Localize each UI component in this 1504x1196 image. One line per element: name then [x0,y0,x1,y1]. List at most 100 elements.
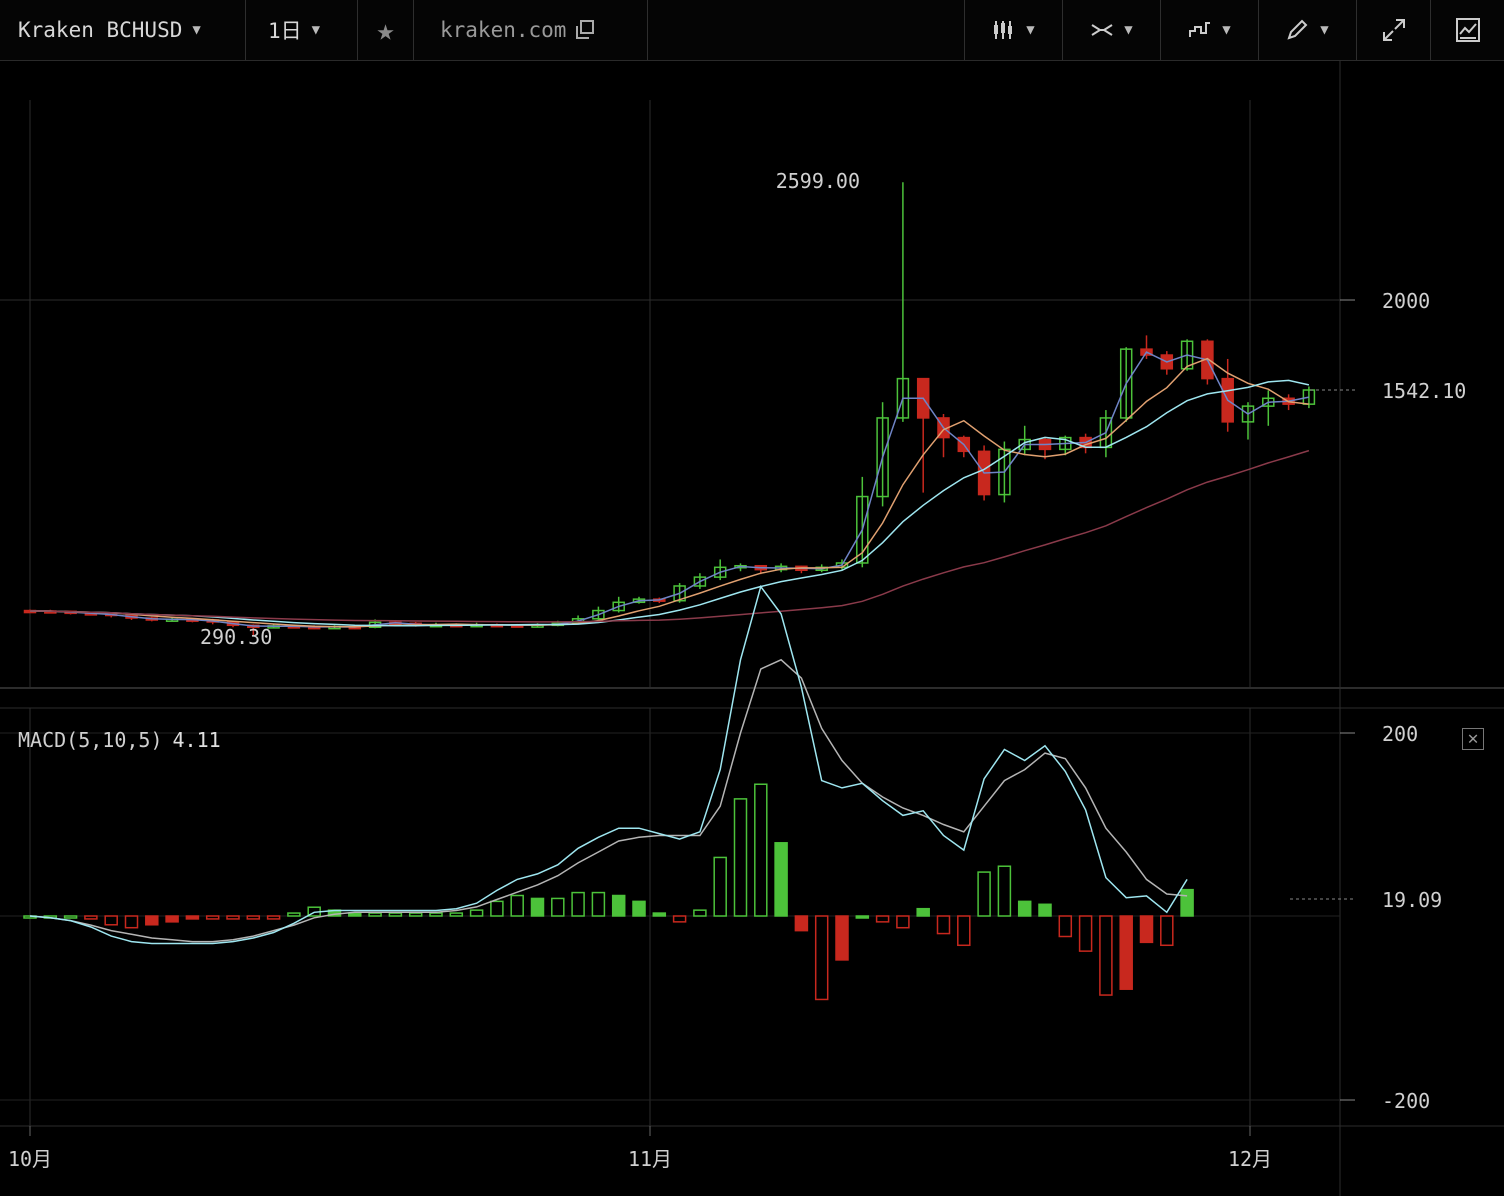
macd-histogram-bar [814,915,829,1001]
macd-histogram-bar [490,900,504,917]
draw-button[interactable]: ▼ [1258,0,1356,60]
macd-histogram-bar [1078,915,1093,952]
macd-name: MACD(5,10,5) [18,728,163,752]
macd-histogram-bar [226,915,240,920]
candle [1241,402,1255,440]
macd-line [29,584,1188,945]
chart-type-button[interactable]: ▼ [964,0,1062,60]
candles-icon [994,21,1013,39]
macd-histogram-bar [510,894,524,917]
indicator-button[interactable]: ▼ [1160,0,1258,60]
interval-selector[interactable]: 1日 ▼ [246,0,358,60]
interval-label: 1日 [268,19,302,43]
macd-histogram-bar [551,897,565,917]
macd-histogram-bar [104,915,118,926]
chart-settings-button[interactable] [1430,0,1504,60]
macd-histogram-bar [611,894,626,917]
macd-histogram-bar [571,891,585,917]
symbol-selector[interactable]: Kraken BCHUSD ▼ [0,0,246,60]
chevron-down-icon: ▼ [1320,22,1329,38]
macd-histogram-bar [63,915,78,919]
indicator-icon [1189,22,1211,37]
high-marker-label: 2599.00 [776,169,860,193]
macd-histogram-bar [1160,915,1174,947]
macd-histogram-bar [408,912,423,917]
copy-icon [576,20,595,39]
macd-histogram-bar [632,900,646,917]
macd-histogram-bar [1099,915,1113,996]
macd-histogram-bar [875,915,890,923]
macd-histogram-bar [1139,915,1154,944]
macd-histogram-bar [672,915,687,923]
candle-body [856,495,869,564]
ma-mid-line [29,357,1309,628]
chevron-down-icon: ▼ [311,22,321,38]
last-price-label: 1542.10 [1382,379,1466,403]
macd-histogram-bar [1038,903,1052,917]
macd-histogram-bar [733,798,748,917]
macd-histogram-bar [896,915,910,929]
candle-body [1180,340,1194,370]
macd-signal-line [29,658,1188,943]
chevron-down-icon: ▼ [1026,22,1035,38]
candle [592,606,605,621]
symbol-label: Kraken BCHUSD [18,18,183,42]
candle [916,377,930,493]
fullscreen-icon [1382,19,1405,41]
macd-histogram-bar [530,897,545,917]
candle [856,476,869,568]
candle [896,182,910,422]
compare-button[interactable]: ▼ [1062,0,1160,60]
macd-histogram-bar [266,915,281,920]
compare-icon [1091,24,1113,36]
fullscreen-button[interactable] [1356,0,1430,60]
star-icon[interactable]: ★ [358,0,414,60]
macd-histogram-bar [145,915,159,926]
macd-histogram-bar [794,915,809,932]
macd-value: 4.11 [172,728,221,752]
macd-histogram-bar [957,915,971,947]
candle [1160,351,1174,375]
macd-histogram-bar [855,915,870,919]
macd-histogram-bar [754,783,768,917]
chevron-down-icon: ▼ [192,22,201,38]
macd-histogram-bar [774,842,788,917]
macd-histogram-bar [246,915,261,920]
candle-body [1119,348,1133,419]
macd-histogram-bar [287,912,301,917]
macd-histogram-bar [936,915,951,935]
macd-chart [23,584,1194,1001]
axis-labels: 2000 1542.10 2599.00 290.30 200 19.09 -200 10月 1… [8,169,1466,1171]
macd-histogram-bar [1119,915,1133,990]
moving-averages [29,351,1310,628]
price-chart[interactable]: 2000 1542.10 2599.00 290.30 200 19.09 -200 10月 1… [0,60,1504,1196]
candles [23,182,1316,637]
candle [713,559,727,581]
macd-histogram-bar [205,915,220,920]
site-link[interactable]: kraken.com [414,0,648,60]
chart-toolbar: Kraken BCHUSD ▼ 1日 ▼ ★ kraken.com ▼ ▼ ▼ … [0,0,1504,61]
macd-tick-label: -200 [1382,1089,1430,1113]
candle-body [713,566,727,578]
site-label: kraken.com [440,18,567,42]
candle-body [876,417,889,498]
candle [612,596,625,613]
candle [876,402,889,507]
macd-histogram-bar [1017,900,1032,917]
candle-body [612,601,625,612]
macd-histogram-bar [429,912,443,917]
macd-histogram-bar [916,907,930,917]
candle [1099,410,1113,458]
macd-tick-label: 200 [1382,722,1418,746]
candle [957,435,971,458]
macd-histogram-bar [835,915,849,961]
ma-slow-line [29,379,1310,627]
close-icon[interactable]: ✕ [1462,728,1484,750]
macd-histogram-bar [997,865,1012,917]
macd-histogram-bar [84,915,98,920]
macd-histogram-bar [1180,888,1194,917]
candle-body [693,576,707,587]
macd-histogram-bar [591,891,606,917]
macd-last-label: 19.09 [1382,888,1442,912]
macd-histogram-bar [713,856,727,917]
